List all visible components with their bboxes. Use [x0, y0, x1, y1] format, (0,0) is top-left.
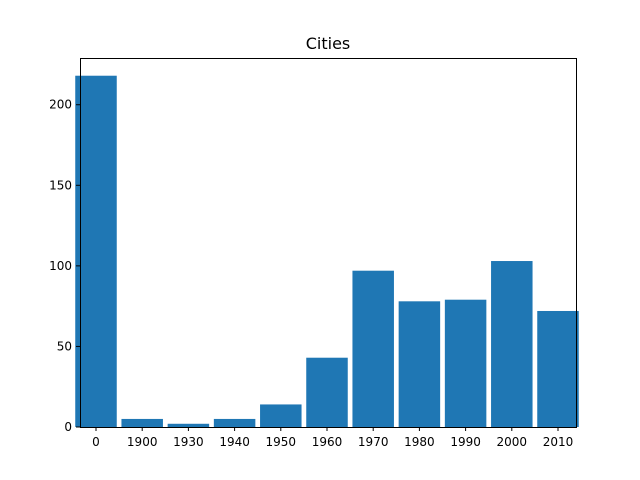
- bar-1990: [444, 299, 487, 427]
- x-tick-label: 2000: [497, 435, 528, 449]
- x-tick-label: 0: [92, 435, 100, 449]
- y-tick-label: 0: [64, 420, 72, 434]
- x-tick-label: 2010: [543, 435, 574, 449]
- x-tick-label: 1980: [404, 435, 435, 449]
- bar-1970: [352, 270, 394, 427]
- bars-layer: [75, 75, 579, 427]
- x-tick-label: 1990: [450, 435, 481, 449]
- bar-1900: [121, 418, 163, 427]
- y-tick-label: 50: [57, 339, 72, 353]
- bar-1960: [306, 357, 348, 427]
- bar-2010: [537, 310, 579, 427]
- y-axis: 0 50 100 150 200: [49, 98, 80, 434]
- bar-1950: [260, 404, 302, 427]
- chart-title: Cities: [306, 34, 351, 53]
- x-tick-label: 1940: [219, 435, 250, 449]
- y-tick-label: 100: [49, 259, 72, 273]
- bar-1930: [167, 423, 210, 427]
- bar-1940: [213, 418, 256, 427]
- x-tick-label: 1960: [312, 435, 343, 449]
- bar-1980: [398, 301, 441, 427]
- bar-0: [75, 75, 117, 427]
- y-tick-label: 200: [49, 98, 72, 112]
- x-tick-label: 1900: [127, 435, 158, 449]
- x-tick-label: 1950: [266, 435, 297, 449]
- x-axis: 0 1900 1930 1940 1950 1960 1970 1980 1990 2000 201…: [92, 427, 573, 449]
- x-tick-label: 1970: [358, 435, 389, 449]
- plot-area-frame: [80, 58, 577, 428]
- x-tick-label: 1930: [173, 435, 204, 449]
- y-tick-label: 150: [49, 178, 72, 192]
- bar-2000: [491, 261, 533, 427]
